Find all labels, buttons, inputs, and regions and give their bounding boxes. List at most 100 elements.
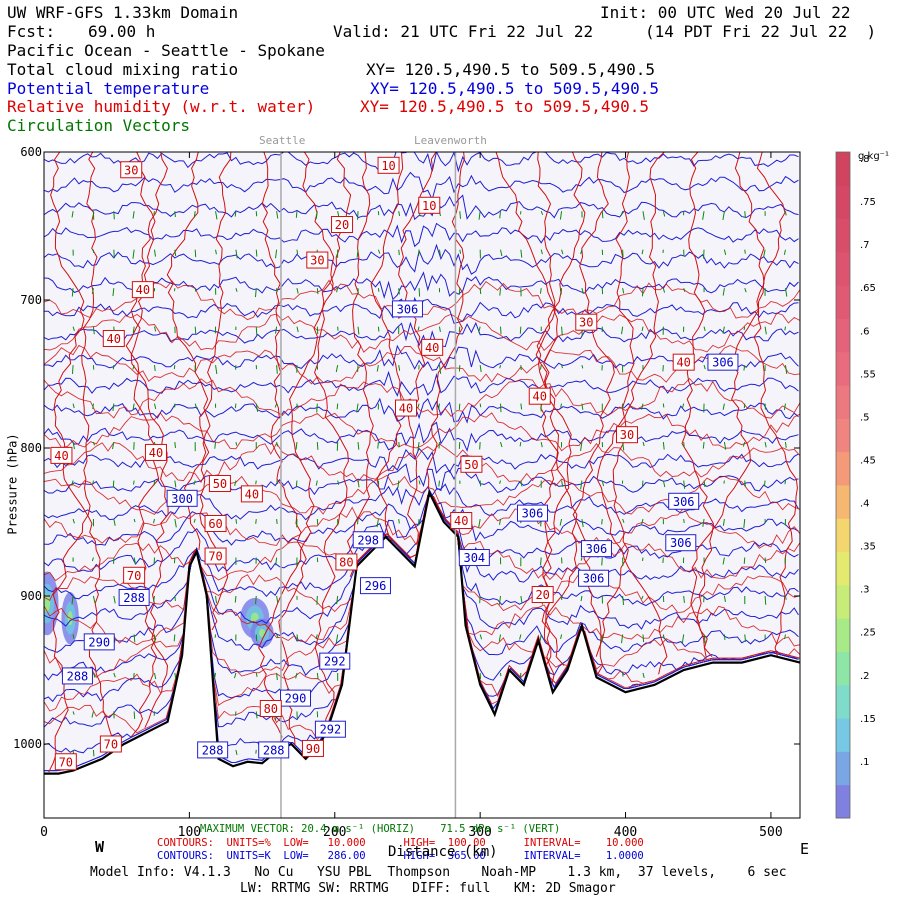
svg-text:20: 20 [535,588,549,602]
theta-contour [44,152,799,173]
circulation-vector [71,595,74,605]
rh-label: 70 [204,547,227,565]
circulation-vector [580,480,583,490]
rh-label: 30 [306,251,329,269]
theta-label: 296 [359,577,391,595]
svg-text:306: 306 [583,572,605,586]
circulation-vector [72,711,75,715]
circulation-vector [458,326,461,332]
circulation-vector [72,518,75,524]
circulation-vector [92,480,94,484]
circulation-vector [622,595,625,605]
colorbar-swatch [836,551,850,586]
model-title: UW WRF-GFS 1.33km Domain [7,3,239,22]
west-label: W [95,838,105,856]
valid-local-time: (14 PDT Fri 22 Jul 22 ) [645,22,877,41]
svg-text:288: 288 [202,743,224,757]
circulation-vector [540,211,544,215]
colorbar-label: .15 [860,714,876,725]
circulation-vector [683,480,686,489]
colorbar-label: .35 [860,542,876,553]
svg-text:50: 50 [464,458,478,472]
circulation-vector [580,595,583,602]
theta-label: 288 [258,741,290,759]
theta-label: 306 [665,534,697,552]
circulation-vector [194,326,197,334]
theta-label: 306 [580,540,612,558]
rh-label: 20 [531,586,554,604]
circulation-vector [743,365,746,371]
theta-label: 288 [118,588,150,606]
circulation-vector [154,672,157,680]
svg-text:50: 50 [213,477,227,491]
circulation-vector [417,326,420,331]
colorbar-swatch [836,351,850,386]
svg-text:306: 306 [586,542,608,556]
circulation-vector [132,211,135,219]
circulation-vector [153,365,156,371]
circulation-vector [397,480,400,488]
circulation-vector [683,288,686,292]
circulation-vector [742,441,746,447]
max-vector-note: MAXIMUM VECTOR: 20.4 m s⁻¹ (HORIZ) 71.5 … [200,823,561,835]
circulation-vector [641,326,644,332]
svg-text:40: 40 [54,449,68,463]
circulation-vector [438,249,442,257]
svg-text:30: 30 [124,163,138,177]
theta-contour [44,194,799,221]
circulation-vector [540,441,543,448]
circulation-vector [356,403,359,413]
circulation-vector [784,326,786,331]
circulation-vector [315,211,318,220]
colorbar-swatch [836,784,850,819]
x-tick-label: 300 [468,825,491,840]
circulation-vector [499,518,502,525]
circulation-vector [703,480,706,488]
circulation-vector [764,595,767,605]
circulation-vector [398,288,400,295]
circulation-vector [92,403,94,410]
region-title: Pacific Ocean - Seattle - Spokane [7,41,325,60]
circulation-vector [274,403,278,408]
colorbar-label: .2 [860,671,870,682]
circulation-vector [398,442,400,448]
svg-text:10: 10 [422,199,436,213]
atmosphere-fill [44,152,800,774]
circulation-vector [276,441,278,447]
circulation-vector [194,288,197,292]
circulation-vector [72,441,75,450]
field-cloud-xy: XY= 120.5,490.5 to 509.5,490.5 [366,60,655,79]
circulation-vector [764,326,767,335]
theta-label: 290 [280,689,312,707]
circulation-vector [357,480,360,488]
circulation-vector [91,711,94,718]
circulation-vector [539,365,542,370]
east-label: E [800,840,810,858]
svg-text:288: 288 [263,743,285,757]
circulation-vector [723,480,725,484]
theta-contour [44,494,799,546]
circulation-vector [784,634,786,640]
rh-label: 40 [50,446,73,464]
circulation-vector [174,595,176,601]
rh-contour [258,152,335,746]
circulation-vector [255,672,258,677]
rh-contour [681,152,714,657]
circulation-vector [784,288,788,297]
svg-text:40: 40 [107,332,121,346]
rh-label: 70 [54,753,77,771]
circulation-vector [478,211,481,220]
svg-text:30: 30 [620,428,634,442]
circulation-vector [621,403,624,409]
svg-text:292: 292 [320,723,342,737]
circulation-vector [581,364,584,369]
circulation-vector [335,365,339,373]
svg-text:40: 40 [136,283,150,297]
circulation-vector [72,403,75,409]
circulation-vector [743,557,746,564]
valid-time: Valid: 21 UTC Fri 22 Jul 22 [333,22,594,41]
circulation-vector [722,403,725,410]
circulation-vector [132,249,135,259]
circulation-vector [744,211,746,219]
circulation-vector [418,249,420,256]
